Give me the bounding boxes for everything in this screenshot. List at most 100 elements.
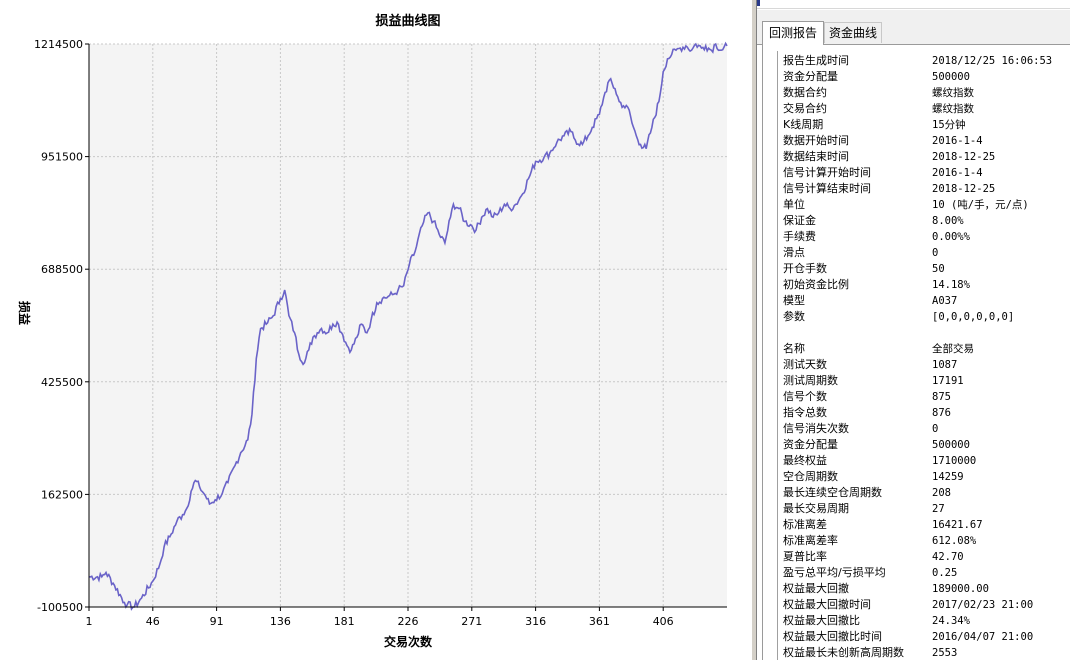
window-top-strip bbox=[757, 0, 1070, 9]
report-row-value: 208 bbox=[932, 487, 951, 499]
panel-splitter[interactable] bbox=[752, 0, 756, 660]
report-row-value: 876 bbox=[932, 407, 951, 419]
y-tick-label: 1214500 bbox=[34, 38, 83, 51]
report-row-label: 权益最长未创新高周期数 bbox=[783, 646, 904, 659]
report-row-value: 500000 bbox=[932, 71, 970, 83]
report-row-label: 信号计算开始时间 bbox=[783, 166, 871, 179]
report-row-label: 单位 bbox=[783, 198, 805, 211]
report-row-label: 保证金 bbox=[783, 214, 816, 227]
report-row-label: 权益最大回撤比 bbox=[783, 614, 860, 627]
report-row-label: 最终权益 bbox=[783, 454, 827, 467]
report-row-value: 24.34% bbox=[932, 615, 970, 627]
x-tick-label: 271 bbox=[461, 615, 482, 628]
report-row-label: 手续费 bbox=[783, 230, 816, 243]
report-row-value: 螺纹指数 bbox=[932, 87, 974, 99]
report-row-label: 最长交易周期 bbox=[783, 502, 849, 515]
report-row-value: 42.70 bbox=[932, 551, 964, 563]
axis-ticks: 1 46 91 136 181 226 271 316 361 406 1214500 951500 6… bbox=[34, 38, 674, 628]
tab-equity-curve[interactable]: 资金曲线 bbox=[824, 22, 882, 43]
equity-curve-line bbox=[88, 41, 728, 611]
report-row-label: 初始资金比例 bbox=[783, 278, 849, 291]
report-row-label: 信号消失次数 bbox=[783, 422, 849, 435]
report-row-label: 参数 bbox=[783, 310, 805, 323]
report-row-label: 资金分配量 bbox=[783, 438, 838, 451]
report-row-value: 10 (吨/手，元/点) bbox=[932, 199, 1029, 211]
report-row-value: 17191 bbox=[932, 375, 964, 387]
report-row-value: 螺纹指数 bbox=[932, 103, 974, 115]
report-row-value: 全部交易 bbox=[932, 343, 974, 355]
report-row-value: 612.08% bbox=[932, 535, 977, 547]
report-row-value: 2016-1-4 bbox=[932, 135, 983, 147]
axis-frame bbox=[88, 44, 727, 608]
x-tick-label: 226 bbox=[398, 615, 419, 628]
report-row-value: [0,0,0,0,0,0] bbox=[932, 311, 1015, 323]
report-row-value: 0.25 bbox=[932, 567, 958, 579]
x-tick-label: 136 bbox=[270, 615, 291, 628]
report-row-label: 最长连续空仓周期数 bbox=[783, 486, 882, 499]
x-tick-label: 46 bbox=[146, 615, 160, 628]
report-tab-bar: 回测报告 资金曲线 bbox=[757, 10, 1070, 46]
y-tick-label: 951500 bbox=[41, 151, 83, 164]
report-row-label: 交易合约 bbox=[783, 102, 827, 115]
report-row-label: 测试周期数 bbox=[783, 374, 838, 387]
report-row-label: 标准离差 bbox=[783, 518, 827, 531]
report-row-label: 数据结束时间 bbox=[783, 150, 849, 163]
report-row-value: 2016-1-4 bbox=[932, 167, 983, 179]
report-row-label: 名称 bbox=[783, 342, 805, 355]
report-row-label: 信号个数 bbox=[783, 390, 827, 403]
report-row-value: 16421.67 bbox=[932, 519, 983, 531]
report-row-value: 2016/04/07 21:00 bbox=[932, 631, 1034, 643]
report-row-label: 数据开始时间 bbox=[783, 134, 849, 147]
report-list[interactable]: 报告生成时间 2018/12/25 16:06:53 资金分配量 500000 数据合约… bbox=[762, 45, 1070, 660]
report-row-value: 50 bbox=[932, 263, 945, 275]
report-row-value: 1710000 bbox=[932, 455, 977, 467]
chart-title: 损益曲线图 bbox=[375, 13, 440, 29]
report-row-label: 权益最大回撤比时间 bbox=[783, 630, 882, 643]
report-row-value: 0 bbox=[932, 423, 939, 435]
report-row-value: 2018-12-25 bbox=[932, 183, 996, 195]
report-row-value: 2018/12/25 16:06:53 bbox=[932, 55, 1053, 67]
report-row-value: 0.00%% bbox=[932, 231, 970, 243]
report-panel: 回测报告 资金曲线 报告生成时间 2018/12/25 16:06:53 资金分配量… bbox=[757, 0, 1070, 660]
report-row-value: 0 bbox=[932, 247, 939, 259]
report-row-label: 权益最大回撤 bbox=[783, 582, 849, 595]
report-row-label: 测试天数 bbox=[783, 358, 827, 371]
y-axis-label: 损益 bbox=[17, 301, 32, 325]
report-row-value: 500000 bbox=[932, 439, 970, 451]
profit-chart-panel: 损益曲线图 1 46 91 136 181 226 271 316 361 406 1214500 9… bbox=[17, 13, 728, 649]
report-row-value: 2017/02/23 21:00 bbox=[932, 599, 1034, 611]
report-row-label: 夏普比率 bbox=[783, 550, 827, 563]
tab-backtest-report[interactable]: 回测报告 bbox=[762, 21, 824, 46]
report-row-value: 2553 bbox=[932, 647, 958, 659]
x-axis-label: 交易次数 bbox=[384, 634, 433, 649]
panel-splitter-edge bbox=[756, 0, 757, 660]
report-row-value: 15分钟 bbox=[932, 119, 966, 131]
x-tick-label: 316 bbox=[525, 615, 546, 628]
report-row-value: 2018-12-25 bbox=[932, 151, 996, 163]
report-row-label: 指令总数 bbox=[783, 406, 827, 419]
report-row-label: 滑点 bbox=[783, 246, 805, 259]
x-tick-label: 1 bbox=[86, 615, 93, 628]
profit-chart: 损益曲线图 1 46 91 136 181 226 271 316 361 406 1214500 9… bbox=[17, 13, 728, 649]
report-row-label: 报告生成时间 bbox=[783, 54, 849, 67]
y-tick-label: -100500 bbox=[37, 601, 83, 614]
window-top-mark bbox=[757, 0, 760, 6]
x-tick-label: 361 bbox=[589, 615, 610, 628]
report-row-value: 8.00% bbox=[932, 215, 964, 227]
grid-lines bbox=[88, 43, 727, 608]
report-row-value: 189000.00 bbox=[932, 583, 989, 595]
x-tick-label: 406 bbox=[653, 615, 674, 628]
y-tick-label: 688500 bbox=[41, 263, 83, 276]
report-row-label: 信号计算结束时间 bbox=[783, 182, 871, 195]
report-row-value: 27 bbox=[932, 503, 945, 515]
report-row-label: 模型 bbox=[783, 294, 805, 307]
y-tick-label: 162500 bbox=[41, 488, 83, 501]
report-row-label: 开仓手数 bbox=[783, 262, 827, 275]
report-row-value: 875 bbox=[932, 391, 951, 403]
report-row-value: 14259 bbox=[932, 471, 964, 483]
x-tick-label: 181 bbox=[334, 615, 355, 628]
report-row-label: K线周期 bbox=[783, 118, 824, 131]
report-row-label: 数据合约 bbox=[783, 86, 827, 99]
report-row-value: 1087 bbox=[932, 359, 958, 371]
report-row-label: 盈亏总平均/亏损平均 bbox=[783, 566, 886, 579]
